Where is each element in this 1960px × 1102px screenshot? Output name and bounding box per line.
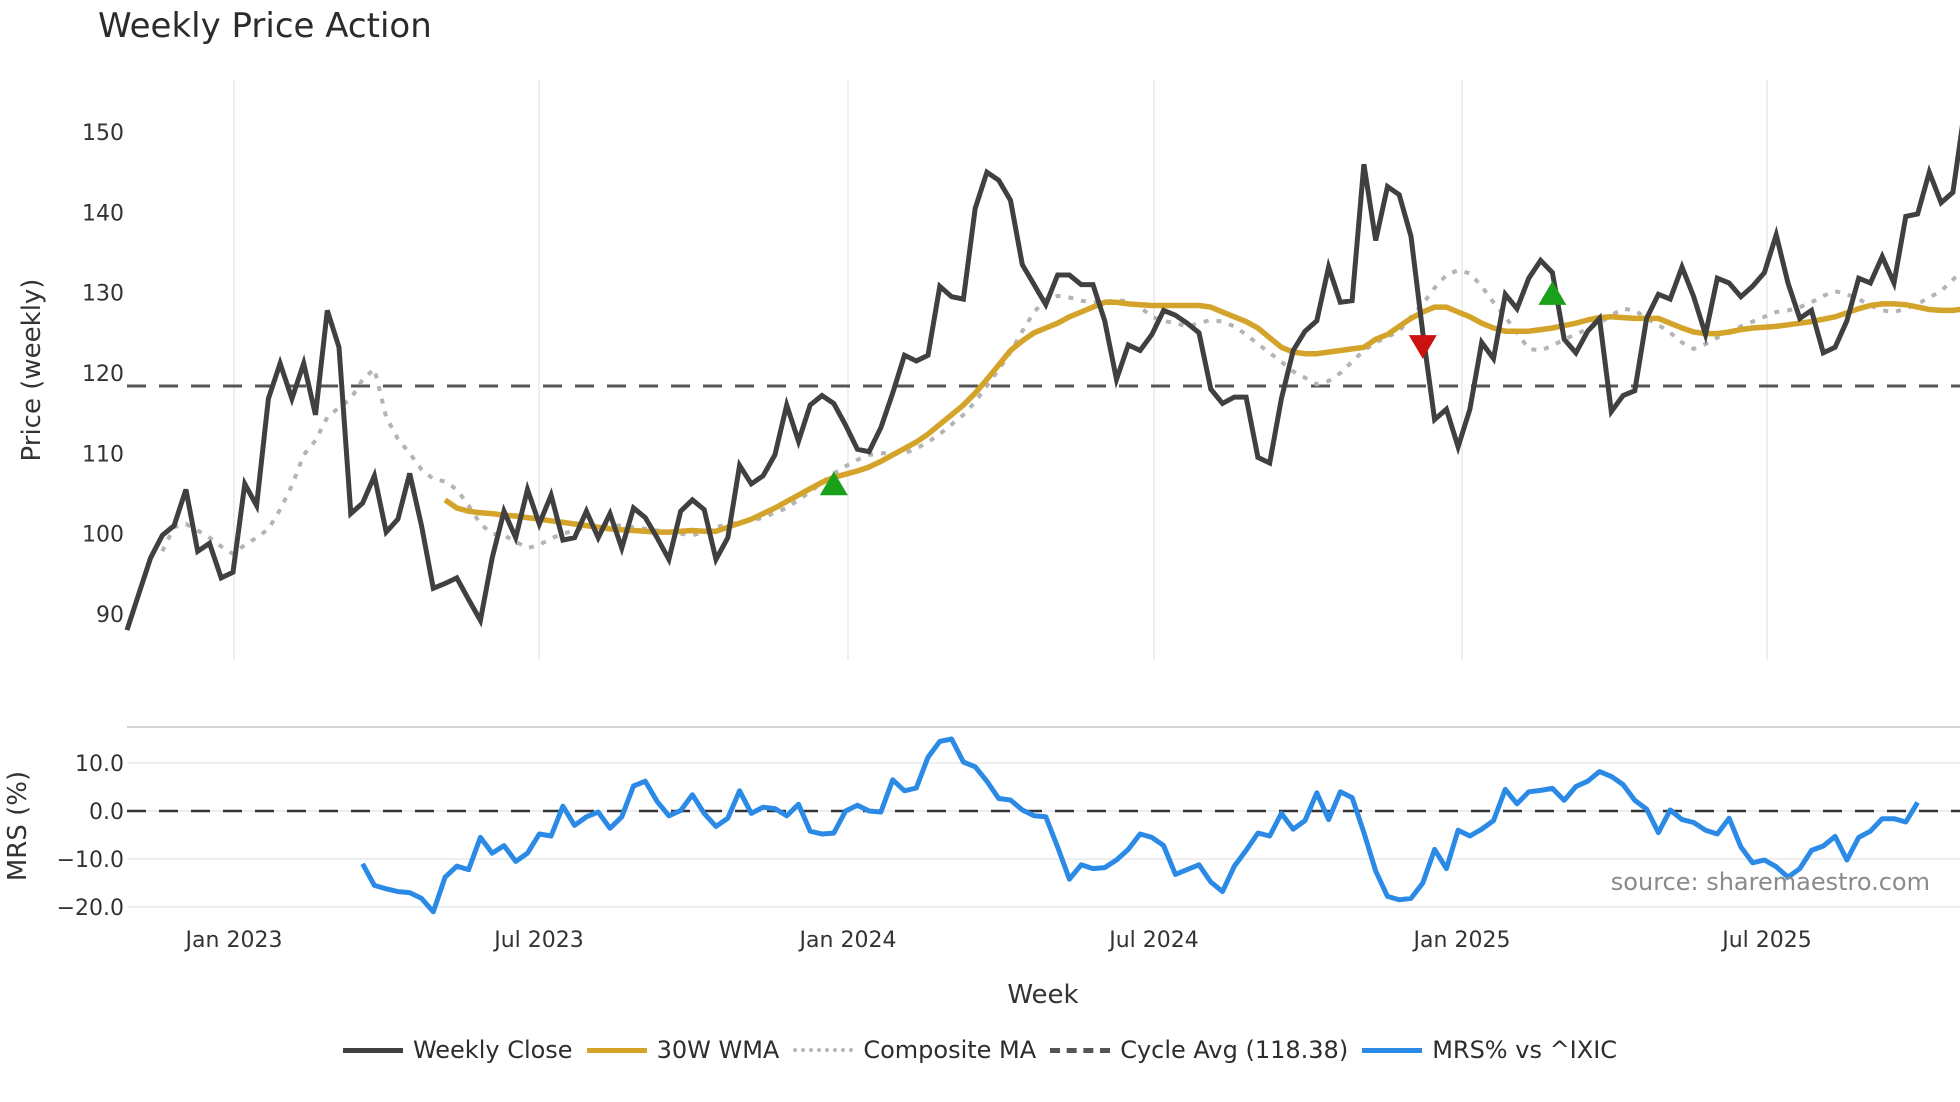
- y-tick-label: 10.0: [75, 752, 124, 777]
- legend: Weekly Close 30W WMA Composite MA Cycle Avg…: [0, 1036, 1960, 1064]
- x-axis-ticks: Jan 2023 Jul 2023 Jan 2024 Jul 2024 Jan 2025…: [184, 928, 1812, 953]
- legend-label: 30W WMA: [656, 1036, 780, 1064]
- y-tick-label: 100: [82, 523, 124, 548]
- legend-label: Composite MA: [863, 1036, 1037, 1064]
- legend-swatch-icon: [586, 1047, 647, 1053]
- legend-item[interactable]: Weekly Close: [342, 1036, 573, 1064]
- y-tick-label: −10.0: [57, 848, 124, 873]
- price-y-axis-ticks: 90 100 110 120 130 140 150: [82, 121, 124, 628]
- y-tick-label: 120: [82, 362, 124, 387]
- legend-swatch-icon: [342, 1047, 403, 1053]
- x-tick-label: Jul 2024: [1107, 928, 1199, 953]
- y-tick-label: 140: [82, 201, 124, 226]
- legend-swatch-icon: [793, 1048, 854, 1052]
- price-y-axis-label: Price (weekly): [17, 279, 47, 462]
- x-axis-label: Week: [1007, 980, 1078, 1010]
- weekly-close-line: [124, 124, 1960, 631]
- legend-item[interactable]: Composite MA: [793, 1036, 1036, 1064]
- legend-item[interactable]: MRS% vs ^IXIC: [1362, 1036, 1617, 1064]
- legend-swatch-icon: [1050, 1047, 1111, 1053]
- mrs-line: [360, 736, 1920, 915]
- signal-markers: [819, 281, 1567, 496]
- mrs-y-axis-ticks: −20.0 −10.0 0.0 10.0: [57, 752, 124, 921]
- legend-swatch-icon: [1362, 1047, 1423, 1053]
- y-tick-label: 90: [96, 603, 124, 628]
- x-tick-label: Jul 2025: [1720, 928, 1812, 953]
- x-tick-label: Jul 2023: [492, 928, 584, 953]
- x-tick-label: Jan 2025: [1412, 928, 1511, 953]
- mrs-y-axis-label: MRS (%): [3, 771, 33, 881]
- composite-ma-line: [160, 268, 1960, 557]
- price-vertical-gridlines: [233, 80, 1768, 660]
- x-tick-label: Jan 2024: [798, 928, 897, 953]
- y-tick-label: 150: [82, 121, 124, 146]
- buy-signal-marker: [1538, 281, 1567, 305]
- y-tick-label: −20.0: [57, 896, 124, 921]
- legend-label: Cycle Avg (118.38): [1120, 1036, 1349, 1064]
- legend-label: MRS% vs ^IXIC: [1432, 1036, 1618, 1064]
- wma-30w-line: [443, 299, 1960, 535]
- y-tick-label: 130: [82, 282, 124, 307]
- x-tick-label: Jan 2023: [184, 928, 283, 953]
- legend-label: Weekly Close: [412, 1036, 573, 1064]
- chart-title: Weekly Price Action: [98, 6, 432, 46]
- legend-item[interactable]: 30W WMA: [586, 1036, 780, 1064]
- source-watermark: source: sharemaestro.com: [1611, 868, 1930, 896]
- legend-item[interactable]: Cycle Avg (118.38): [1050, 1036, 1348, 1064]
- buy-signal-marker: [819, 471, 848, 496]
- sell-signal-marker: [1408, 335, 1437, 359]
- y-tick-label: 0.0: [89, 800, 124, 825]
- y-tick-label: 110: [82, 442, 124, 467]
